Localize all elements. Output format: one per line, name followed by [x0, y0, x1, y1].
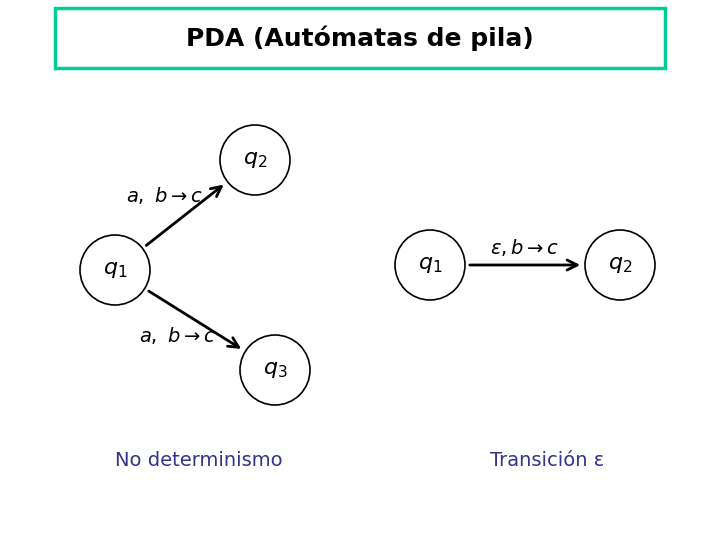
Circle shape	[585, 230, 655, 300]
Text: $q_2$: $q_2$	[608, 255, 632, 275]
Text: $q_3$: $q_3$	[263, 360, 287, 380]
Text: $a,\ b \rightarrow c$: $a,\ b \rightarrow c$	[140, 325, 217, 346]
Circle shape	[220, 125, 290, 195]
Text: $a,\ b \rightarrow c$: $a,\ b \rightarrow c$	[127, 185, 204, 206]
Text: Transición ε: Transición ε	[490, 450, 604, 469]
Text: $q_2$: $q_2$	[243, 150, 267, 170]
Text: No determinismo: No determinismo	[115, 450, 283, 469]
FancyBboxPatch shape	[55, 8, 665, 68]
Text: $q_1$: $q_1$	[418, 255, 442, 275]
Text: $\varepsilon, b \rightarrow c$: $\varepsilon, b \rightarrow c$	[490, 238, 559, 259]
Circle shape	[395, 230, 465, 300]
Circle shape	[80, 235, 150, 305]
Circle shape	[240, 335, 310, 405]
Text: PDA (Autómatas de pila): PDA (Autómatas de pila)	[186, 25, 534, 51]
Text: $q_1$: $q_1$	[103, 260, 127, 280]
